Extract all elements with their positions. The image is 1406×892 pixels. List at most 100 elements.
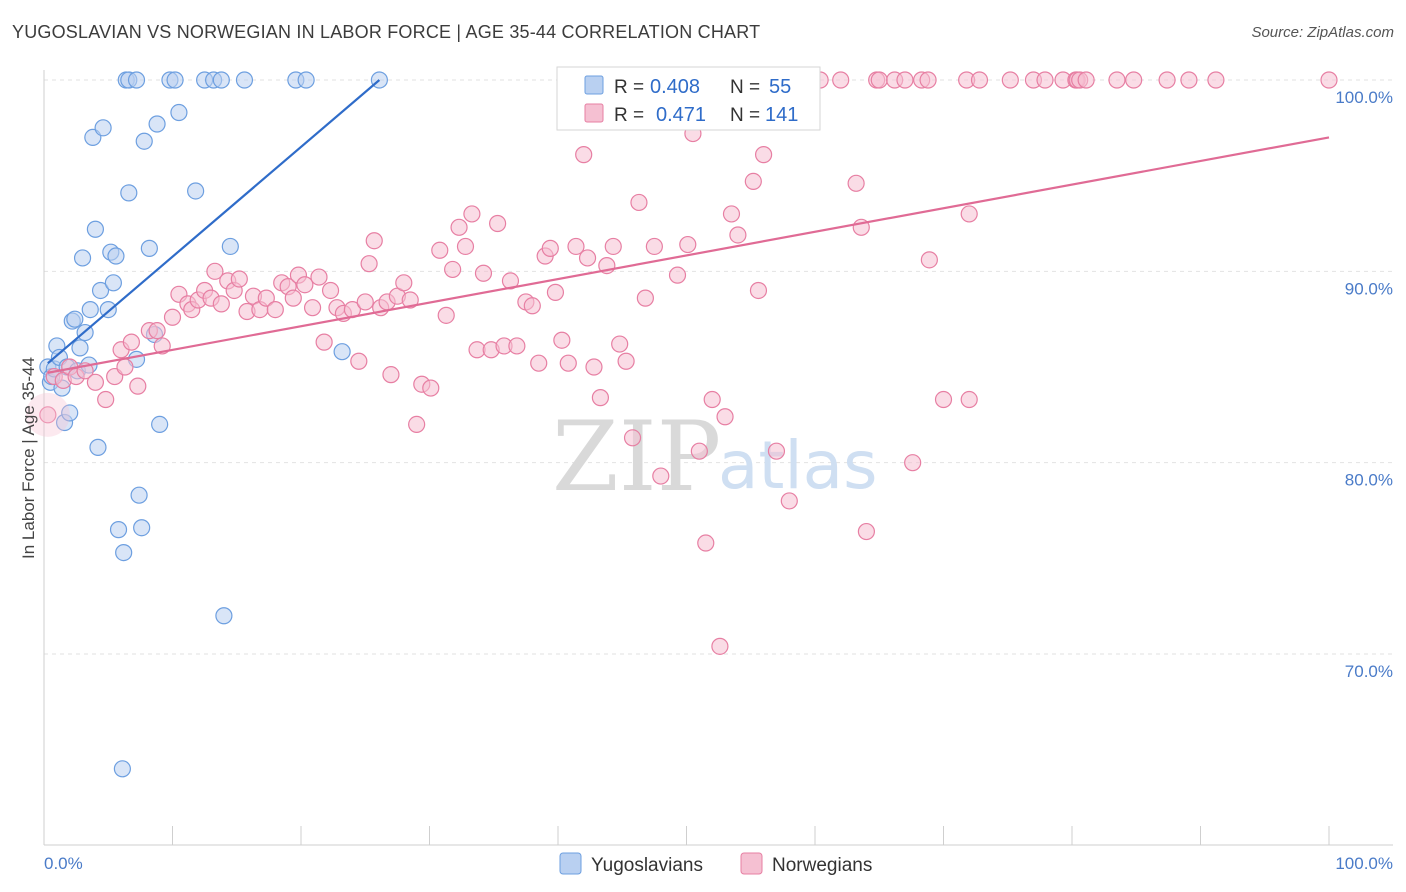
point-norwegians-61	[450, 218, 468, 236]
point-norwegians-123	[920, 251, 938, 269]
point-norwegians-83	[591, 389, 610, 407]
point-yugoslavians-21	[91, 281, 110, 300]
legend-n-label-yugoslavians: N =	[730, 77, 760, 98]
point-norwegians-135	[1077, 71, 1095, 89]
point-norwegians-141	[1320, 71, 1338, 89]
point-norwegians-35	[284, 289, 302, 307]
point-norwegians-63	[463, 205, 481, 223]
point-yugoslavians-9	[61, 404, 79, 422]
point-yugoslavians-29	[115, 543, 133, 562]
watermark: ZIP atlas	[552, 401, 878, 513]
point-norwegians-119	[896, 71, 914, 89]
point-norwegians-47	[360, 255, 378, 273]
series-legend-label-norwegians: Norwegians	[772, 855, 872, 876]
point-norwegians-108	[767, 442, 786, 460]
point-norwegians-127	[970, 71, 989, 89]
point-norwegians-59	[437, 306, 455, 324]
point-norwegians-37	[296, 276, 314, 294]
point-yugoslavians-50	[221, 237, 239, 256]
point-norwegians-31	[257, 289, 275, 307]
point-norwegians-142	[960, 205, 978, 223]
point-yugoslavians-19	[86, 220, 105, 238]
point-norwegians-cluster	[25, 392, 70, 437]
point-norwegians-6	[86, 373, 105, 391]
point-norwegians-105	[744, 172, 762, 191]
legend-r-value-norwegians: 0.471	[656, 104, 706, 126]
point-norwegians-62	[456, 237, 475, 256]
legend-n-label-norwegians: N =	[730, 105, 760, 126]
point-norwegians-79	[567, 237, 585, 256]
point-norwegians-103	[722, 205, 741, 223]
point-norwegians-57	[422, 379, 440, 397]
point-yugoslavians-53	[297, 71, 315, 89]
source-credit: Source: ZipAtlas.com	[1251, 24, 1394, 41]
gridlines	[44, 79, 1393, 655]
y-tick-label-80: 80.0%	[1345, 471, 1393, 490]
point-norwegians-95	[668, 266, 687, 284]
point-norwegians-60	[444, 260, 462, 279]
legend-r-label-yugoslavians: R =	[614, 77, 644, 98]
point-yugoslavians-54	[333, 343, 351, 361]
point-norwegians-82	[585, 358, 603, 376]
point-yugoslavians-17	[81, 301, 99, 319]
point-yugoslavians-20	[89, 438, 107, 456]
point-norwegians-140	[1207, 71, 1225, 89]
axes	[43, 70, 1393, 846]
x-tick-label-max: 100.0%	[1335, 854, 1393, 873]
point-norwegians-58	[431, 241, 449, 259]
point-norwegians-107	[754, 146, 773, 164]
point-norwegians-100	[703, 390, 721, 409]
stats-legend: R = 0.408 N = 55 R = 0.471 N = 141	[556, 66, 821, 131]
point-norwegians-115	[857, 522, 876, 541]
point-yugoslavians-49	[215, 607, 233, 625]
point-yugoslavians-25	[104, 274, 122, 292]
point-norwegians-112	[832, 71, 850, 89]
point-norwegians-113	[847, 174, 865, 192]
point-norwegians-16	[163, 308, 182, 326]
point-yugoslavians-51	[235, 71, 254, 89]
legend-r-value-yugoslavians: 0.408	[650, 76, 700, 98]
point-norwegians-10	[116, 358, 134, 376]
point-norwegians-48	[365, 232, 383, 250]
point-yugoslavians-35	[130, 486, 148, 504]
point-norwegians-117	[870, 71, 888, 89]
point-norwegians-90	[636, 289, 654, 307]
point-norwegians-24	[212, 295, 230, 313]
point-norwegians-78	[559, 354, 577, 372]
point-norwegians-55	[408, 415, 426, 433]
point-norwegians-38	[303, 299, 322, 317]
point-norwegians-102	[716, 408, 734, 426]
point-yugoslavians-45	[187, 182, 205, 200]
point-norwegians-120	[904, 454, 922, 472]
point-norwegians-104	[729, 226, 747, 244]
point-norwegians-81	[578, 249, 597, 267]
point-norwegians-53	[395, 274, 413, 292]
data-points	[25, 71, 1338, 778]
point-yugoslavians-33	[127, 71, 146, 89]
point-yugoslavians-36	[133, 519, 151, 537]
point-yugoslavians-40	[148, 115, 166, 133]
point-norwegians-77	[553, 331, 571, 349]
point-yugoslavians-37	[135, 132, 153, 150]
point-norwegians-86	[611, 335, 629, 353]
y-tick-label-100: 100.0%	[1335, 88, 1393, 107]
series-legend-label-yugoslavians: Yugoslavians	[591, 855, 703, 876]
point-yugoslavians-32	[120, 184, 138, 202]
point-yugoslavians-13	[71, 339, 89, 357]
point-norwegians-76	[546, 283, 565, 301]
point-yugoslavians-28	[113, 760, 131, 778]
legend-n-value-norwegians: 141	[765, 104, 798, 126]
point-yugoslavians-14	[73, 249, 92, 267]
point-norwegians-109	[780, 492, 798, 510]
point-norwegians-41	[321, 281, 340, 300]
point-norwegians-106	[749, 281, 768, 300]
point-norwegians-96	[679, 235, 697, 254]
point-yugoslavians-11	[66, 310, 84, 328]
x-axis-ticks	[43, 826, 1330, 845]
point-norwegians-39	[310, 268, 328, 286]
point-yugoslavians-26	[107, 247, 125, 265]
chart-title: YUGOSLAVIAN VS NORWEGIAN IN LABOR FORCE …	[12, 22, 761, 42]
point-norwegians-73	[530, 354, 548, 372]
point-norwegians-87	[617, 352, 635, 370]
watermark-atlas: atlas	[718, 427, 878, 504]
